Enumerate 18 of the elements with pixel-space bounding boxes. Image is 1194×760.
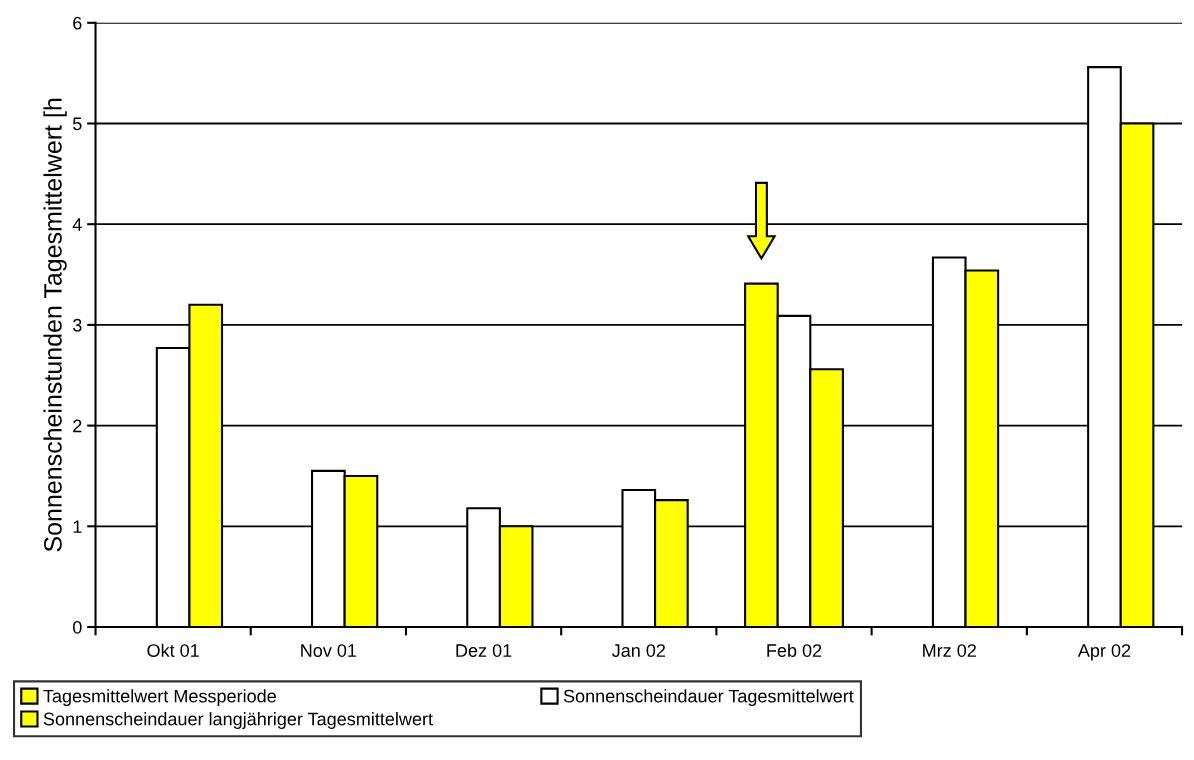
legend-label: Sonnenscheindauer langjähriger Tagesmittelwert [43, 712, 433, 729]
y-tick-label: 4 [72, 218, 82, 231]
x-tick-label: Dez 01 [456, 644, 512, 657]
y-axis-title: Sonnenscheinstunden Tagesmittelwert [h [43, 98, 67, 552]
x-tick-label: Jan 02 [611, 644, 665, 657]
y-tick-label: 5 [73, 117, 82, 131]
y-tick-label: 1 [73, 520, 82, 533]
legend-label: Sonnenscheindauer Tagesmittelwert [563, 689, 854, 707]
x-tick-label: Mrz 02 [923, 644, 976, 657]
y-tick-label: 2 [73, 419, 82, 433]
legend-label: Tagesmittelwert Messperiode [43, 689, 276, 707]
x-tick-label: Apr 02 [1077, 644, 1131, 661]
x-tick-label: Okt 01 [147, 643, 199, 657]
x-tick-label: Nov 01 [301, 644, 357, 657]
y-tick-label: 6 [73, 16, 82, 30]
x-tick-label: Feb 02 [767, 643, 822, 657]
y-tick-label: 3 [72, 318, 82, 332]
y-tick-label: 0 [72, 620, 82, 634]
